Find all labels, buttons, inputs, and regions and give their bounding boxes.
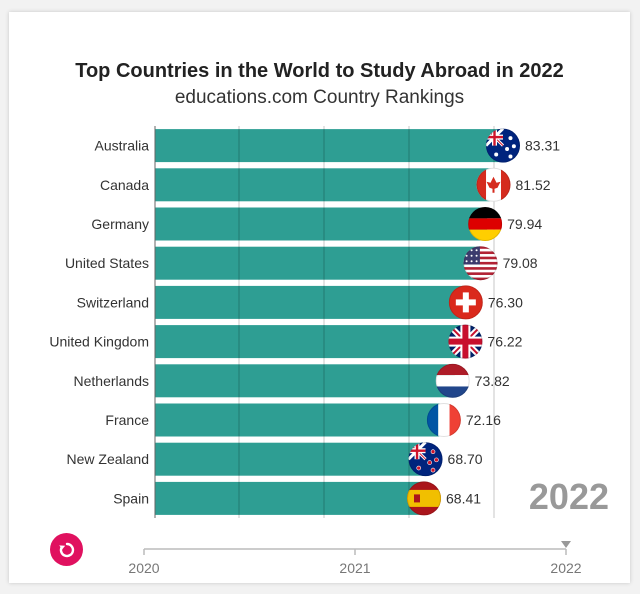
category-label: Canada: [100, 177, 149, 193]
timeline-handle[interactable]: [561, 541, 571, 548]
category-label: Spain: [113, 490, 149, 506]
united-states-flag-icon: [463, 246, 498, 281]
bar: [155, 481, 426, 515]
bar: [155, 168, 496, 202]
canada-flag-icon: [476, 167, 511, 202]
bar: [155, 325, 468, 359]
bar: [155, 129, 505, 163]
bar: [155, 442, 428, 476]
france-flag-icon: [426, 403, 461, 437]
value-label: 68.70: [448, 451, 483, 467]
replay-button[interactable]: [50, 533, 83, 566]
flag-outline: [426, 403, 461, 437]
category-label: Australia: [95, 138, 150, 154]
bar: [155, 403, 446, 437]
bar: [155, 364, 455, 398]
timeline-tick-label: 2021: [339, 560, 370, 576]
flag-outline: [468, 207, 503, 241]
category-label: New Zealand: [67, 451, 150, 467]
category-label: France: [105, 412, 149, 428]
value-label: 68.41: [446, 490, 481, 506]
chart-card: Top Countries in the World to Study Abro…: [9, 12, 630, 583]
value-label: 83.31: [525, 138, 560, 154]
value-label: 72.16: [466, 412, 501, 428]
chart-subtitle: educations.com Country Rankings: [174, 87, 465, 108]
spain-flag-icon: [407, 481, 441, 516]
flag-outline: [408, 442, 443, 477]
bar: [155, 285, 468, 319]
flag-outline: [448, 285, 483, 320]
category-label: Germany: [91, 216, 149, 232]
chart-title: Top Countries in the World to Study Abro…: [75, 60, 564, 82]
flag-outline: [448, 324, 483, 359]
value-label: 73.82: [475, 373, 510, 389]
timeline-slider[interactable]: 2020 2021 2022: [128, 541, 582, 576]
replay-icon: [58, 542, 74, 557]
new-zealand-flag-icon: [408, 442, 443, 477]
flag-outline: [476, 167, 511, 202]
category-label: Netherlands: [74, 373, 150, 389]
value-label: 76.30: [488, 294, 523, 310]
switzerland-flag-icon: [448, 285, 483, 320]
value-label: 79.08: [503, 255, 538, 271]
value-label: 79.94: [507, 216, 542, 232]
category-label: United States: [65, 255, 149, 271]
value-label: 81.52: [516, 177, 551, 193]
flag-outline: [407, 481, 441, 516]
bar: [155, 207, 488, 241]
bar: [155, 246, 483, 280]
value-label: 76.22: [487, 334, 522, 350]
flag-outline: [486, 128, 520, 163]
gridlines: [154, 126, 495, 518]
category-label: United Kingdom: [49, 334, 149, 350]
united-kingdom-flag-icon: [448, 324, 483, 359]
category-label: Switzerland: [77, 294, 149, 310]
current-year-label: 2022: [529, 476, 609, 517]
netherlands-flag-icon: [435, 363, 470, 398]
australia-flag-icon: [486, 128, 520, 163]
bar-chart: Australia Canada Germany United States Switz…: [49, 126, 609, 576]
timeline-tick-label: 2022: [550, 560, 581, 576]
flag-outline: [435, 363, 470, 398]
germany-flag-icon: [468, 207, 503, 241]
flag-outline: [463, 246, 498, 281]
timeline-tick-label: 2020: [128, 560, 159, 576]
